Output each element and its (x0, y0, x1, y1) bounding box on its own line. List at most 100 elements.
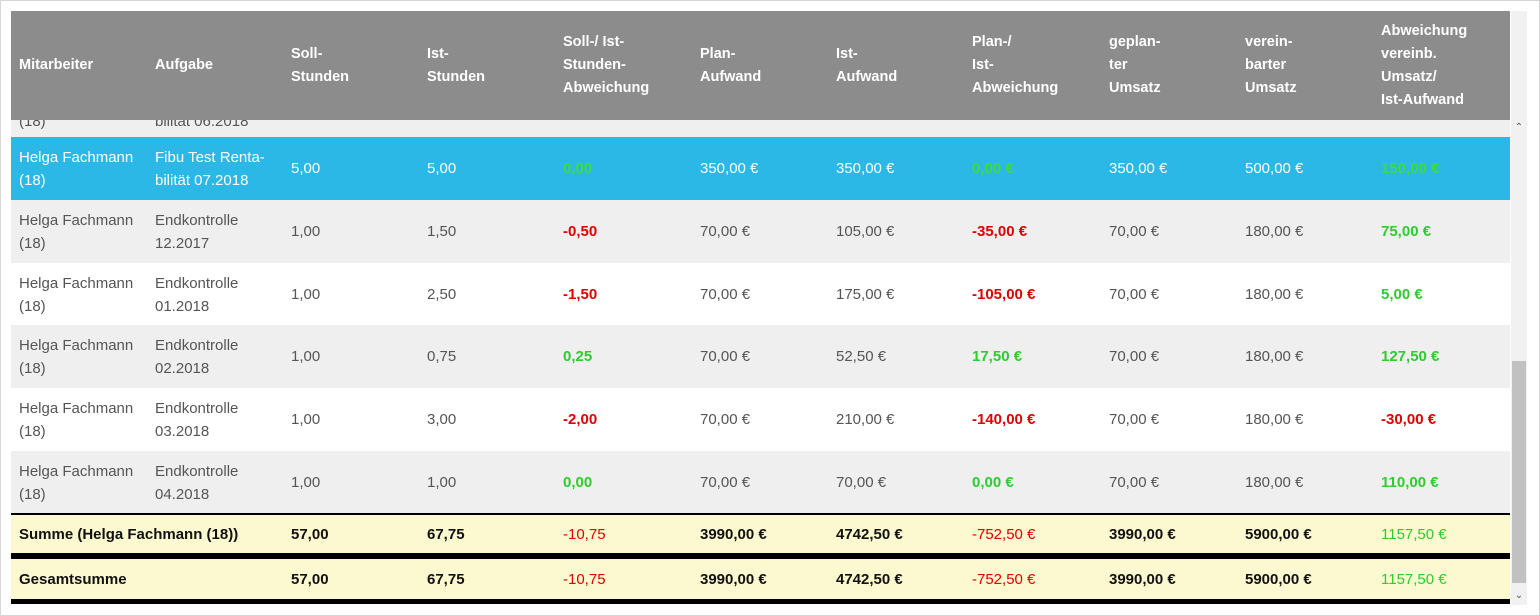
table-row[interactable]: Helga Fachmann (18) Endkontrolle 02.2018 1… (11, 325, 1510, 388)
cell-employee: Helga Fachmann (18) (19, 399, 134, 440)
cell-effort-deviation: 0,00 € (972, 474, 1014, 491)
cell-planned-effort: 3990,00 € (700, 570, 767, 588)
cell-actual-hours: 0,75 (427, 348, 457, 365)
cell-actual-effort: 4742,50 € (836, 570, 903, 588)
cell-revenue-deviation: 1157,50 € (1381, 570, 1447, 588)
cell-actual-hours: 1,50 (427, 223, 457, 240)
header-employee[interactable]: Mitarbeiter (19, 57, 94, 73)
scroll-up-icon[interactable]: ⌃ (1514, 121, 1524, 133)
cell-revenue-deviation: 150,00 € (1381, 160, 1440, 177)
cell-planned-hours: 57,00 (291, 570, 329, 588)
cell-effort-deviation: 17,50 € (972, 348, 1023, 365)
cell-task: Endkontrolle 12.2017 (155, 211, 239, 252)
table-row[interactable]: Helga Fachmann (18) Endkontrolle 04.2018 1… (11, 451, 1510, 514)
cell-actual-hours: 67,75 (427, 525, 465, 543)
table-row[interactable]: Helga Fachmann (18) Fibu Test Renta- bili… (11, 137, 1510, 200)
cell-agreed-revenue: 5900,00 € (1245, 525, 1312, 543)
cell-employee: Helga Fachmann (18) (19, 274, 134, 315)
cell-planned-hours: 1,00 (291, 411, 321, 428)
cell-hours-deviation: 0,25 (563, 348, 593, 365)
cell-task: Endkontrolle 03.2018 (155, 399, 239, 440)
cell-planned-effort: 350,00 € (700, 160, 759, 177)
header-planned-hours[interactable]: Soll- Stunden (291, 45, 349, 85)
cell-agreed-revenue: 500,00 € (1245, 160, 1304, 177)
header-actual-hours[interactable]: Ist- Stunden (427, 45, 485, 85)
subtotal-row: Summe (Helga Fachmann (18)) 57,00 67,75 -10… (11, 515, 1510, 553)
cell-planned-revenue: 3990,00 € (1109, 525, 1176, 543)
vertical-scrollbar[interactable]: ⌃ ⌄ (1511, 11, 1527, 605)
cell-actual-hours: 1,00 (427, 474, 457, 491)
cell-actual-effort: 350,00 € (836, 160, 895, 177)
table-row[interactable]: Helga Fachmann (18) Endkontrolle 03.2018 1… (11, 388, 1510, 451)
header-hours-deviation[interactable]: Soll-/ Ist- Stunden- Abweichung (563, 34, 650, 96)
cell-agreed-revenue: 180,00 € (1245, 348, 1304, 365)
cell-actual-effort: 52,50 € (836, 348, 887, 365)
header-task[interactable]: Aufgabe (155, 57, 213, 73)
cell-effort-deviation: -140,00 € (972, 411, 1036, 428)
cell-task: Endkontrolle 04.2018 (155, 462, 239, 503)
cell-revenue-deviation: -30,00 € (1381, 411, 1437, 428)
header-planned-revenue[interactable]: geplan- ter Umsatz (1109, 34, 1161, 96)
cell-agreed-revenue: 180,00 € (1245, 474, 1304, 491)
cell-planned-hours: 1,00 (291, 223, 321, 240)
cell-actual-effort: 105,00 € (836, 223, 895, 240)
cell-planned-hours: 5,00 (291, 160, 321, 177)
cell-employee: Helga Fachmann (18) (19, 148, 134, 189)
cell-planned-revenue: 70,00 € (1109, 286, 1160, 303)
cell-effort-deviation: -105,00 € (972, 286, 1036, 303)
table-bottom-border (11, 599, 1510, 604)
cell-employee: Summe (Helga Fachmann (18)) (19, 525, 239, 543)
header-effort-deviation[interactable]: Plan-/ Ist- Abweichung (972, 34, 1059, 96)
cell-hours-deviation: -10,75 (563, 570, 606, 588)
cell-agreed-revenue: 180,00 € (1245, 411, 1304, 428)
cell-task: Endkontrolle 01.2018 (155, 274, 239, 315)
cell-revenue-deviation: 127,50 € (1381, 348, 1440, 365)
cell-employee: Helga Fachmann (18) (19, 211, 134, 252)
cell-effort-deviation: -35,00 € (972, 223, 1028, 240)
cell-task: Fibu Test Renta- bilität 07.2018 (155, 148, 265, 189)
cell-revenue-deviation: 75,00 € (1381, 223, 1432, 240)
subtotal-divider (11, 513, 1510, 515)
cell-hours-deviation: -0,50 (563, 223, 598, 240)
cell-planned-revenue: 350,00 € (1109, 160, 1168, 177)
cell-planned-hours: 1,00 (291, 286, 321, 303)
cell-agreed-revenue: 5900,00 € (1245, 570, 1312, 588)
total-divider (11, 553, 1510, 559)
cell-effort-deviation: -752,50 € (972, 525, 1036, 543)
cell-employee: Helga Fachmann (18) (19, 336, 134, 377)
table-row[interactable]: Helga Fachmann (18) Endkontrolle 12.2017 1… (11, 200, 1510, 263)
header-revenue-deviation[interactable]: Abweichung vereinb. Umsatz/ Ist-Aufwand (1381, 22, 1468, 108)
total-row: Gesamtsumme 57,00 67,75 -10,75 3990,00 € 4742… (11, 559, 1510, 599)
table-viewport[interactable]: (18) bilität 06.2018 Helga Fachmann (18) Fi… (11, 11, 1510, 605)
cell-effort-deviation: -752,50 € (972, 570, 1036, 588)
cell-planned-effort: 70,00 € (700, 286, 751, 303)
cell-hours-deviation: -2,00 (563, 411, 598, 428)
cell-actual-hours: 67,75 (427, 570, 465, 588)
header-planned-effort[interactable]: Plan- Aufwand (700, 45, 762, 85)
cell-planned-revenue: 70,00 € (1109, 474, 1160, 491)
cell-employee: Gesamtsumme (19, 570, 127, 588)
header-agreed-revenue[interactable]: verein- barter Umsatz (1245, 34, 1297, 96)
cell-planned-hours: 57,00 (291, 525, 329, 543)
cell-revenue-deviation: 1157,50 € (1381, 525, 1447, 543)
cell-revenue-deviation: 5,00 € (1381, 286, 1423, 303)
cell-planned-revenue: 70,00 € (1109, 348, 1160, 365)
cell-planned-revenue: 70,00 € (1109, 223, 1160, 240)
cell-planned-revenue: 3990,00 € (1109, 570, 1176, 588)
table-row[interactable]: Helga Fachmann (18) Endkontrolle 01.2018 1… (11, 263, 1510, 326)
header-actual-effort[interactable]: Ist- Aufwand (836, 45, 898, 85)
cell-planned-effort: 70,00 € (700, 348, 751, 365)
scrollbar-thumb[interactable] (1512, 361, 1526, 583)
cell-planned-effort: 70,00 € (700, 223, 751, 240)
cell-hours-deviation: 0,00 (563, 474, 593, 491)
cell-planned-hours: 1,00 (291, 474, 321, 491)
cell-agreed-revenue: 180,00 € (1245, 223, 1304, 240)
cell-actual-effort: 175,00 € (836, 286, 895, 303)
cell-actual-effort: 4742,50 € (836, 525, 903, 543)
cell-actual-hours: 3,00 (427, 411, 457, 428)
table-header: Mitarbeiter Aufgabe Soll- Stunden Ist- Stun… (11, 11, 1510, 120)
cell-planned-hours: 1,00 (291, 348, 321, 365)
scroll-down-icon[interactable]: ⌄ (1514, 589, 1524, 601)
cell-actual-effort: 210,00 € (836, 411, 895, 428)
cell-actual-effort: 70,00 € (836, 474, 887, 491)
